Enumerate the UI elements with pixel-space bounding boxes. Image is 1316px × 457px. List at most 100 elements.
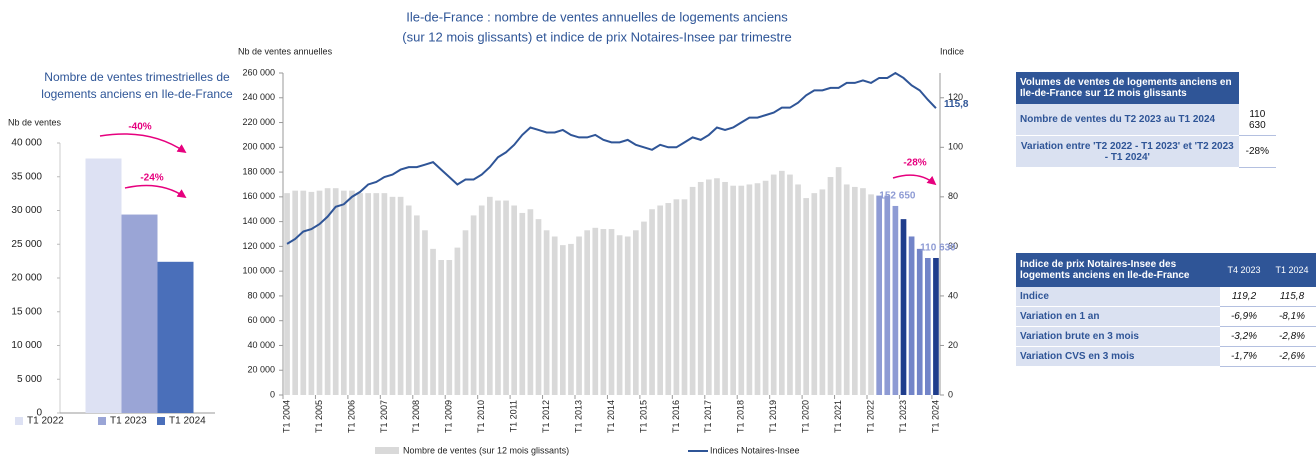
legend-swatch [375,447,399,454]
bar [892,205,899,395]
x-tick-label: T1 2009 [444,400,454,433]
bar [787,174,793,395]
annotation: -28% [903,158,926,169]
sales-table: Volumes de ventes de logements anciens e… [1016,72,1276,168]
legend-swatch [15,417,23,425]
bar [803,198,810,395]
y2-tick-label: 80 [948,191,958,201]
y-tick-label: 240 000 [242,92,275,102]
row: Variation brute en 3 mois -3,2% -2,8% [1016,326,1316,347]
y-tick-label: 120 000 [242,241,275,251]
bar [430,248,436,395]
bar [746,184,753,395]
bar [835,167,842,395]
bar [584,230,591,395]
x-tick-label: T1 2006 [346,400,356,433]
cell: -2,8% [1268,326,1316,347]
chart-title: Nombre de ventes trimestrielles de logeme… [41,70,233,101]
bar [632,230,639,395]
value-label: 152 650 [879,191,916,202]
bar [284,193,290,395]
y-axis-label: Nb de ventes annuelles [238,46,333,56]
header-cell: Indice de prix Notaires-Insee des logeme… [1016,253,1220,287]
y-tick-label: 140 000 [242,216,275,226]
chart-title: (sur 12 mois glissants) et indice de pri… [402,29,791,44]
bar [157,261,194,413]
title-line: logements anciens en Ile-de-France [41,87,233,101]
bar [413,215,420,395]
value-label: 115,8 [944,99,969,110]
title-line: Nombre de ventes trimestrielles de [44,70,230,84]
x-tick-label: T1 2014 [606,400,616,433]
bar [446,260,453,395]
bar [349,190,355,395]
bar [559,245,566,395]
bar [308,191,315,395]
cell: -2,6% [1268,346,1316,367]
legend-label: T1 2024 [169,416,206,427]
bar [381,193,388,395]
bar [827,177,834,395]
y-tick-label: 10 000 [11,340,42,351]
bar [689,186,696,395]
bar [365,193,372,395]
bar [373,193,380,395]
bar [819,189,826,395]
annotation: -40% [128,122,151,133]
legend-label: T1 2022 [27,416,64,427]
bar [673,199,680,395]
bar [535,219,542,395]
bar [389,196,396,395]
bar [519,212,526,395]
row: Nombre de ventes du T2 2023 au T1 2024 11… [1016,104,1276,136]
x-tick-label: T1 2004 [281,400,291,433]
bar [762,180,769,395]
bar [916,248,923,395]
y-tick-label: 15 000 [11,306,42,317]
bar [608,229,615,395]
x-tick-label: T1 2005 [314,400,324,433]
cell: -8,1% [1268,306,1316,327]
header-row: Volumes de ventes de logements anciens e… [1016,72,1276,104]
bar [908,236,915,395]
cell: -28% [1238,135,1276,168]
bar [778,170,785,395]
bar [770,174,777,395]
annotation-arrow [892,174,937,186]
row-label: Variation entre 'T2 2022 - T1 2023' et '… [1016,135,1239,168]
line [286,71,937,245]
y-tick-label: 200 000 [242,142,275,152]
bar [543,230,550,395]
bar [576,236,582,395]
x-tick-label: T1 2024 [930,400,940,433]
header-cell: Volumes de ventes de logements anciens e… [1016,72,1239,104]
y2-tick-label: 60 [948,241,958,251]
bar [486,196,493,395]
bar [843,184,850,395]
bar [697,181,704,395]
x-tick-label: T1 2022 [865,400,875,433]
row-label: Variation CVS en 3 mois [1016,346,1220,367]
bar [876,195,883,395]
bar [722,181,728,395]
bar [860,188,866,395]
bar [470,215,477,395]
x-tick-label: T1 2016 [671,400,681,433]
y2-tick-label: 120 [948,92,963,102]
row-label: Variation brute en 3 mois [1016,326,1220,347]
bar [730,185,737,395]
x-tick-label: T1 2018 [736,400,746,433]
legend-swatch [98,417,106,425]
y-tick-label: 180 000 [242,166,275,176]
y-tick-label: 40 000 [11,138,42,149]
cell: 115,8 [1268,287,1316,307]
y-tick-label: 80 000 [247,290,275,300]
bar [624,236,631,395]
y2-axis-label: Indice [940,46,964,56]
bar [568,243,574,395]
bar [900,219,907,395]
header-cell: T1 2024 [1268,253,1316,287]
y2-tick-label: 40 [948,290,958,300]
bar [665,203,672,395]
